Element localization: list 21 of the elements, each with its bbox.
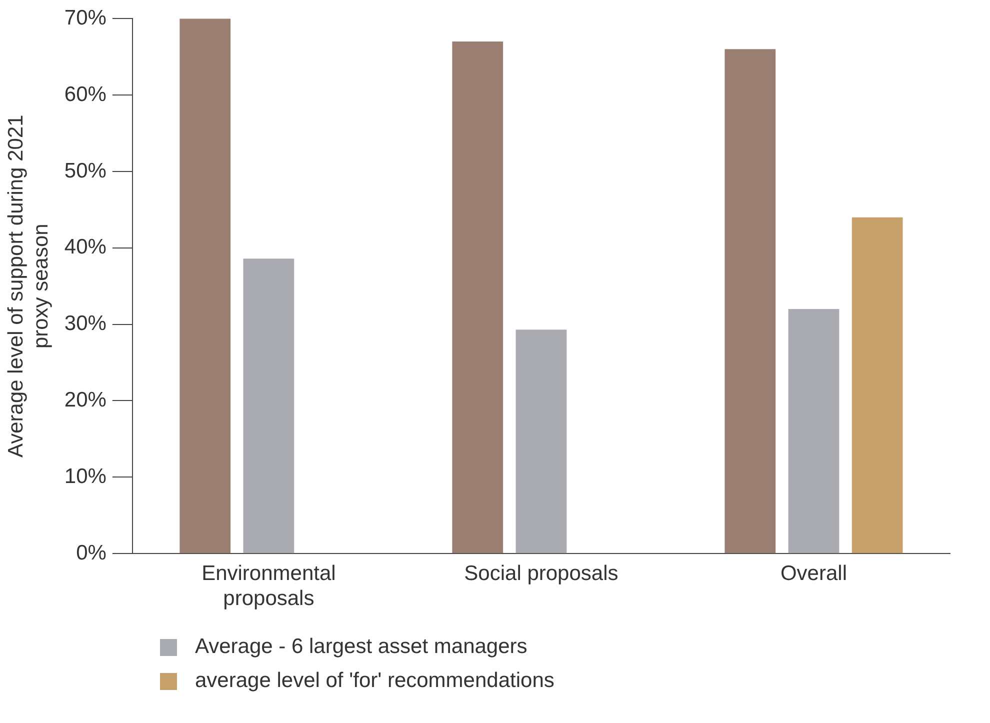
y-tick-label: 20% xyxy=(64,388,106,412)
y-tick-label: 50% xyxy=(64,159,106,182)
y-axis-title: Average level of support during 2021 proxy season xyxy=(4,114,53,458)
y-tick-label: 40% xyxy=(64,236,106,259)
x-tick-label: Overall xyxy=(780,562,848,585)
y-tick-label: 60% xyxy=(64,82,106,106)
bar xyxy=(724,49,776,554)
y-tick-label: 70% xyxy=(64,6,106,30)
y-tick-label: 0% xyxy=(76,541,106,564)
y-tick-label: 30% xyxy=(64,312,106,336)
legend-label: Average - 6 largest asset managers xyxy=(195,635,528,659)
bar xyxy=(243,258,294,554)
bar xyxy=(852,217,903,554)
legend-label: average level of 'for' recommendations xyxy=(195,669,554,693)
y-tick-label: 10% xyxy=(64,464,106,488)
bar xyxy=(452,42,504,554)
bar xyxy=(788,309,840,554)
bar xyxy=(516,330,567,554)
x-tick-label: Environmental proposals xyxy=(202,562,336,610)
x-tick-label: Social proposals xyxy=(464,562,618,585)
bar xyxy=(180,18,231,554)
